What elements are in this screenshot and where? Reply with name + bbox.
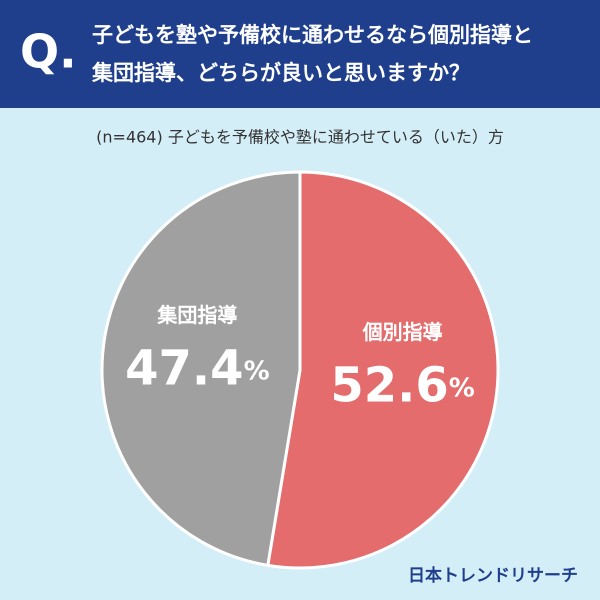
- slice-label: 集団指導: [156, 303, 237, 327]
- subtitle: (n=464) 子どもを予備校や塾に通わせている（いた）方: [96, 128, 504, 147]
- pie-slice: [266, 170, 500, 570]
- value-label: 52.6%: [330, 357, 474, 413]
- header: [0, 0, 600, 108]
- title-line: 集団指導、どちらが良いと思いますか？: [91, 61, 470, 85]
- source: 日本トレンドリサーチ: [408, 565, 578, 586]
- slice-label: 個別指導: [362, 320, 443, 344]
- title-line: 子どもを塾や予備校に通わせるなら個別指導と: [92, 23, 533, 47]
- value-label: 47.4%: [125, 341, 270, 397]
- badge: Q.: [20, 25, 77, 79]
- pie-slice: [100, 170, 302, 568]
